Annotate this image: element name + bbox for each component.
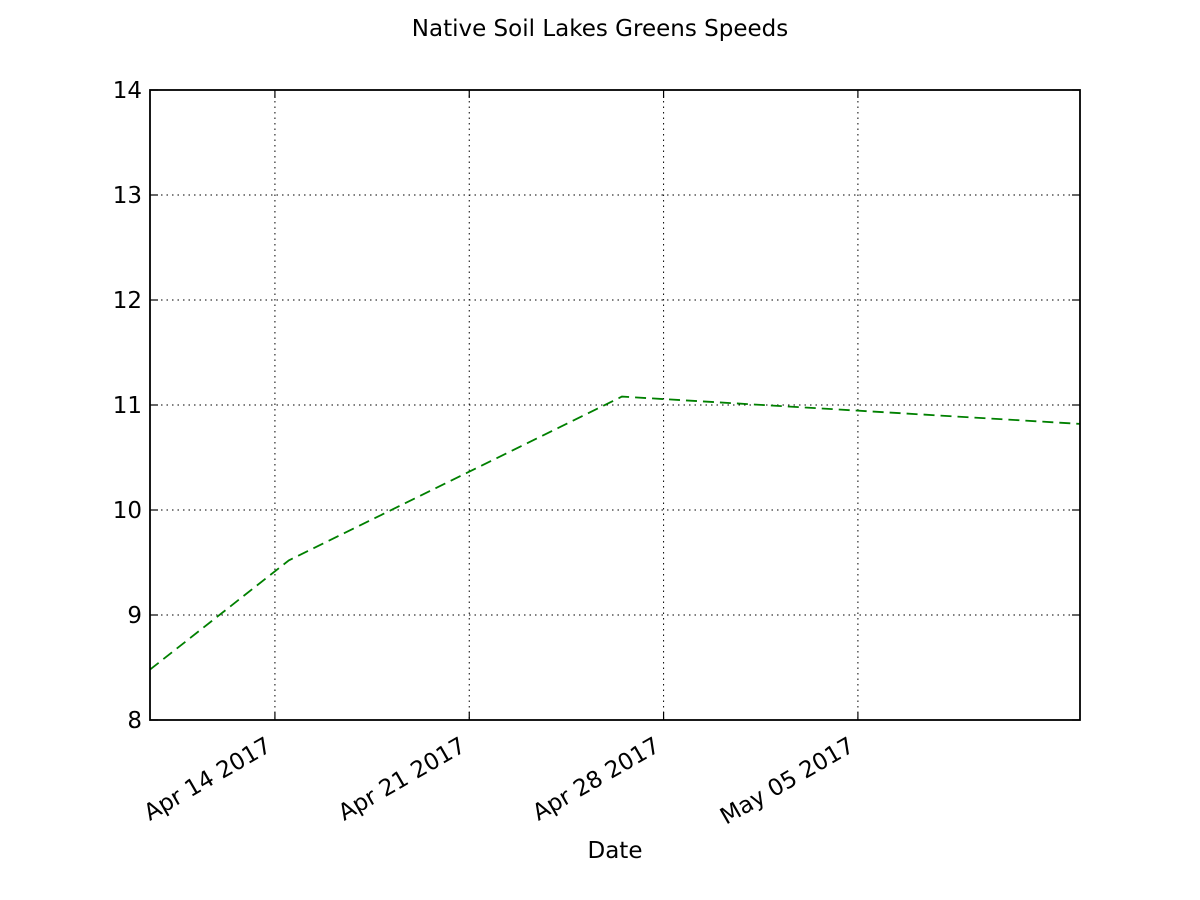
x-tick-label: Apr 14 2017 [140,733,276,827]
plot-frame [149,89,1081,721]
y-tick-label: 10 [113,498,142,524]
axis-ticks: 8 9 10 11 12 13 14 Apr 14 2017 Apr 21 2017 Apr 28… [113,78,1080,830]
series-line [149,395,1081,671]
y-tick-label: 12 [113,288,142,314]
y-tick-label: 11 [113,393,142,419]
y-tick-label: 9 [127,603,142,629]
y-tick-label: 13 [113,183,142,209]
y-tick-label: 14 [113,78,142,104]
x-tick-label: Apr 28 2017 [528,733,664,827]
x-axis-label: Date [588,838,643,864]
chart-title: Native Soil Lakes Greens Speeds [412,16,788,42]
grid-lines [150,90,1080,720]
x-tick-label: May 05 2017 [716,733,859,831]
plot-series [149,395,1081,671]
x-tick-label: Apr 21 2017 [334,733,470,827]
y-tick-label: 8 [127,708,142,734]
